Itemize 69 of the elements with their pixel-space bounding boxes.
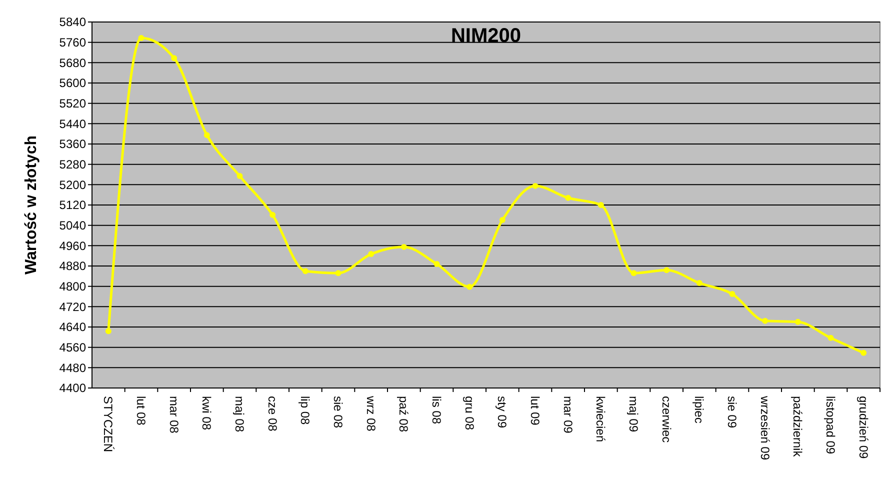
x-tick-label: listopad 09 [824, 396, 838, 454]
point [696, 280, 702, 286]
point [434, 260, 440, 267]
point [270, 212, 276, 218]
point [204, 132, 210, 138]
point [598, 202, 604, 208]
point [138, 35, 144, 42]
y-tick-label: 4480 [59, 360, 86, 375]
point [335, 270, 342, 276]
point [532, 182, 538, 189]
y-tick-label: 5280 [59, 158, 86, 172]
y-tick-label: 4960 [59, 238, 86, 253]
x-tick-label: kwiecień [594, 396, 608, 442]
point [236, 173, 243, 180]
point [860, 350, 867, 356]
x-tick-label: STYCZEŃ [101, 396, 116, 452]
y-axis-title: Wartość w złotych [23, 136, 40, 274]
point [499, 216, 506, 223]
x-tick-label: kwi 08 [200, 396, 214, 430]
x-tick-label: maj 08 [232, 396, 247, 432]
y-tick-label: 5440 [59, 116, 86, 131]
point [794, 318, 801, 325]
y-tick-label: 5360 [59, 137, 86, 152]
point [828, 334, 834, 341]
x-tick-label: cze 08 [265, 396, 280, 432]
y-tick-label: 4800 [59, 280, 86, 294]
x-tick-label: lip 08 [298, 396, 312, 426]
y-tick-label: 4880 [59, 259, 86, 274]
x-tick-label: lut 08 [134, 396, 148, 426]
y-tick-label: 5520 [59, 96, 86, 111]
y-tick-label: 4400 [59, 381, 86, 396]
y-tick-label: 5760 [59, 36, 86, 50]
chart-title: NIM200 [450, 25, 522, 47]
x-tick-label: sie 08 [331, 396, 346, 428]
point [171, 55, 178, 62]
x-tick-label: lipiec [692, 396, 706, 424]
point [105, 328, 112, 334]
x-tick-label: grudzień 09 [856, 396, 870, 460]
x-tick-label: mar 09 [560, 396, 575, 434]
y-tick-label: 4640 [59, 320, 86, 334]
y-tick-label: 5680 [59, 56, 86, 70]
y-tick-label: 5600 [59, 76, 86, 90]
y-tick-label: 5200 [59, 178, 86, 192]
point [762, 318, 768, 324]
x-tick-label: lut 09 [528, 396, 542, 426]
x-tick-label: czerwiec [659, 396, 674, 443]
x-tick-label: mar 08 [166, 396, 181, 434]
point [729, 290, 736, 297]
point [400, 244, 407, 250]
x-tick-label: lis 08 [430, 396, 444, 424]
point [368, 251, 374, 258]
point [302, 268, 308, 274]
x-tick-label: wrzesień 09 [758, 395, 772, 460]
x-tick-label: gru 08 [462, 396, 476, 430]
x-tick-label: październik [790, 396, 805, 458]
y-tick-label: 4560 [59, 340, 86, 355]
y-tick-label: 4720 [59, 300, 86, 314]
point [565, 194, 572, 201]
point [466, 284, 473, 290]
point [630, 270, 637, 276]
x-tick-label: maj 09 [626, 396, 641, 432]
x-tick-label: paź 08 [396, 396, 411, 432]
y-tick-label: 5040 [59, 218, 86, 233]
y-tick-label: 5120 [59, 198, 86, 212]
x-tick-label: sty 09 [495, 396, 510, 428]
x-tick-label: sie 09 [725, 396, 740, 428]
y-tick-label: 5840 [59, 15, 86, 30]
point [664, 267, 670, 274]
x-tick-label: wrz 08 [364, 395, 378, 432]
